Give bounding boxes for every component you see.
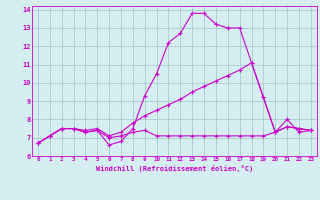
X-axis label: Windchill (Refroidissement éolien,°C): Windchill (Refroidissement éolien,°C) <box>96 165 253 172</box>
